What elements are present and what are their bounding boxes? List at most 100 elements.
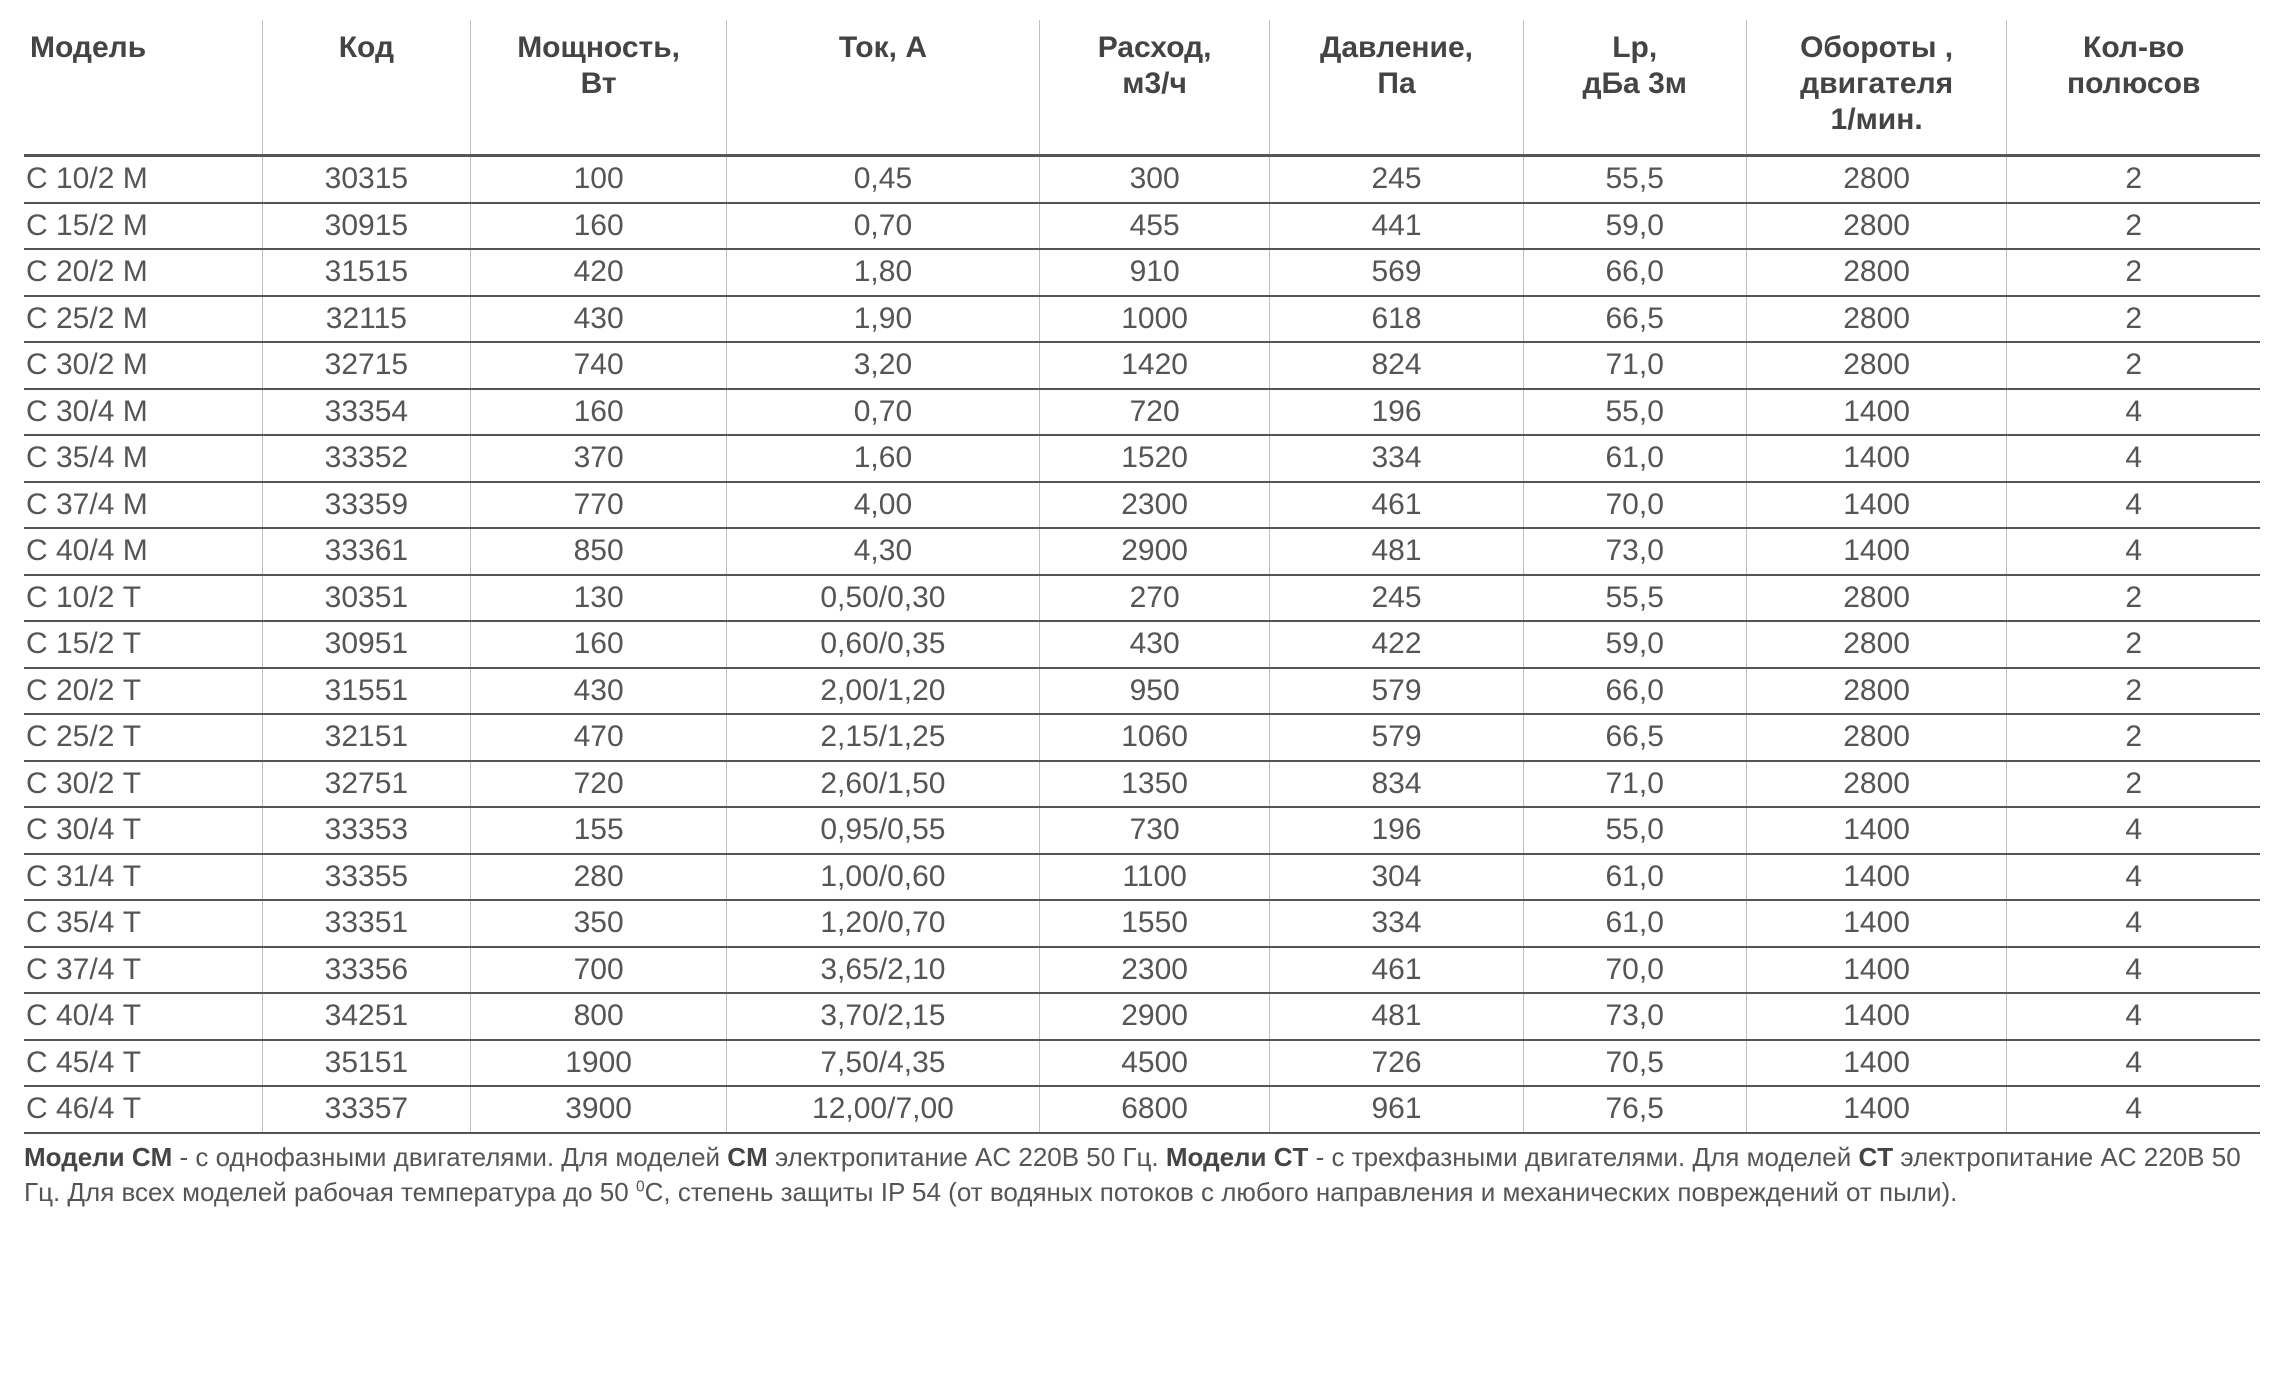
cell-press: 334 — [1270, 435, 1523, 482]
cell-flow: 950 — [1039, 668, 1270, 715]
cell-press: 481 — [1270, 528, 1523, 575]
cell-press: 569 — [1270, 249, 1523, 296]
cell-lp: 66,0 — [1523, 668, 1746, 715]
table-row: С 35/4 T333513501,20/0,70155033461,01400… — [24, 900, 2260, 947]
cell-flow: 1550 — [1039, 900, 1270, 947]
cell-current: 3,70/2,15 — [727, 993, 1040, 1040]
cell-model: С 35/4 M — [24, 435, 262, 482]
cell-code: 32151 — [262, 714, 470, 761]
cell-power: 700 — [471, 947, 727, 994]
cell-power: 160 — [471, 203, 727, 250]
cell-press: 245 — [1270, 156, 1523, 203]
cell-lp: 71,0 — [1523, 342, 1746, 389]
cell-rpm: 2800 — [1746, 714, 2007, 761]
cell-poles: 4 — [2007, 807, 2260, 854]
footnote-segment: 0 — [636, 1178, 645, 1195]
table-body: С 10/2 M303151000,4530024555,528002С 15/… — [24, 156, 2260, 1133]
cell-code: 34251 — [262, 993, 470, 1040]
cell-code: 32751 — [262, 761, 470, 808]
col-header-poles: Кол-вополюсов — [2007, 20, 2260, 156]
cell-code: 33355 — [262, 854, 470, 901]
cell-model: С 40/4 M — [24, 528, 262, 575]
cell-press: 834 — [1270, 761, 1523, 808]
cell-lp: 70,0 — [1523, 947, 1746, 994]
cell-rpm: 2800 — [1746, 156, 2007, 203]
cell-model: С 25/2 M — [24, 296, 262, 343]
cell-code: 30351 — [262, 575, 470, 622]
cell-flow: 2300 — [1039, 482, 1270, 529]
cell-model: С 15/2 T — [24, 621, 262, 668]
spec-table: МодельКодМощность,ВтТок, АРасход,м3/чДав… — [24, 20, 2260, 1134]
cell-flow: 270 — [1039, 575, 1270, 622]
cell-rpm: 1400 — [1746, 482, 2007, 529]
cell-power: 130 — [471, 575, 727, 622]
cell-flow: 720 — [1039, 389, 1270, 436]
cell-model: С 46/4 T — [24, 1086, 262, 1133]
cell-flow: 300 — [1039, 156, 1270, 203]
cell-model: С 30/2 T — [24, 761, 262, 808]
cell-model: С 30/2 M — [24, 342, 262, 389]
cell-current: 12,00/7,00 — [727, 1086, 1040, 1133]
cell-rpm: 1400 — [1746, 528, 2007, 575]
col-header-power: Мощность,Вт — [471, 20, 727, 156]
table-row: С 37/4 M333597704,00230046170,014004 — [24, 482, 2260, 529]
cell-rpm: 1400 — [1746, 435, 2007, 482]
cell-lp: 70,5 — [1523, 1040, 1746, 1087]
cell-model: С 15/2 M — [24, 203, 262, 250]
cell-current: 7,50/4,35 — [727, 1040, 1040, 1087]
cell-lp: 66,5 — [1523, 296, 1746, 343]
cell-flow: 1520 — [1039, 435, 1270, 482]
cell-code: 33354 — [262, 389, 470, 436]
cell-flow: 910 — [1039, 249, 1270, 296]
cell-model: С 30/4 M — [24, 389, 262, 436]
table-row: С 30/2 M327157403,20142082471,028002 — [24, 342, 2260, 389]
cell-code: 35151 — [262, 1040, 470, 1087]
cell-power: 160 — [471, 389, 727, 436]
table-row: С 25/2 T321514702,15/1,25106057966,52800… — [24, 714, 2260, 761]
cell-flow: 1060 — [1039, 714, 1270, 761]
cell-current: 0,60/0,35 — [727, 621, 1040, 668]
cell-code: 30915 — [262, 203, 470, 250]
cell-press: 618 — [1270, 296, 1523, 343]
footnote-text: Модели CM - с однофазными двигателями. Д… — [24, 1140, 2254, 1210]
cell-power: 350 — [471, 900, 727, 947]
cell-press: 334 — [1270, 900, 1523, 947]
cell-lp: 61,0 — [1523, 854, 1746, 901]
cell-code: 31515 — [262, 249, 470, 296]
col-header-lp: Lp,дБа 3м — [1523, 20, 1746, 156]
cell-current: 0,70 — [727, 203, 1040, 250]
cell-power: 800 — [471, 993, 727, 1040]
cell-power: 850 — [471, 528, 727, 575]
cell-rpm: 1400 — [1746, 947, 2007, 994]
cell-press: 579 — [1270, 714, 1523, 761]
cell-press: 481 — [1270, 993, 1523, 1040]
cell-power: 770 — [471, 482, 727, 529]
table-header: МодельКодМощность,ВтТок, АРасход,м3/чДав… — [24, 20, 2260, 156]
table-row: С 15/2 M309151600,7045544159,028002 — [24, 203, 2260, 250]
cell-power: 720 — [471, 761, 727, 808]
cell-poles: 4 — [2007, 854, 2260, 901]
cell-power: 430 — [471, 668, 727, 715]
footnote-segment: Модели CM — [24, 1142, 172, 1172]
cell-poles: 4 — [2007, 482, 2260, 529]
cell-code: 32115 — [262, 296, 470, 343]
table-row: С 45/4 T3515119007,50/4,35450072670,5140… — [24, 1040, 2260, 1087]
cell-code: 33361 — [262, 528, 470, 575]
cell-flow: 4500 — [1039, 1040, 1270, 1087]
cell-poles: 2 — [2007, 296, 2260, 343]
table-row: С 40/4 M333618504,30290048173,014004 — [24, 528, 2260, 575]
cell-power: 155 — [471, 807, 727, 854]
cell-press: 304 — [1270, 854, 1523, 901]
cell-model: С 31/4 T — [24, 854, 262, 901]
cell-rpm: 1400 — [1746, 1086, 2007, 1133]
col-header-code: Код — [262, 20, 470, 156]
cell-rpm: 1400 — [1746, 993, 2007, 1040]
cell-poles: 4 — [2007, 528, 2260, 575]
cell-rpm: 1400 — [1746, 389, 2007, 436]
cell-model: С 45/4 T — [24, 1040, 262, 1087]
cell-press: 441 — [1270, 203, 1523, 250]
cell-code: 33357 — [262, 1086, 470, 1133]
cell-poles: 2 — [2007, 342, 2260, 389]
cell-current: 1,20/0,70 — [727, 900, 1040, 947]
cell-current: 2,00/1,20 — [727, 668, 1040, 715]
